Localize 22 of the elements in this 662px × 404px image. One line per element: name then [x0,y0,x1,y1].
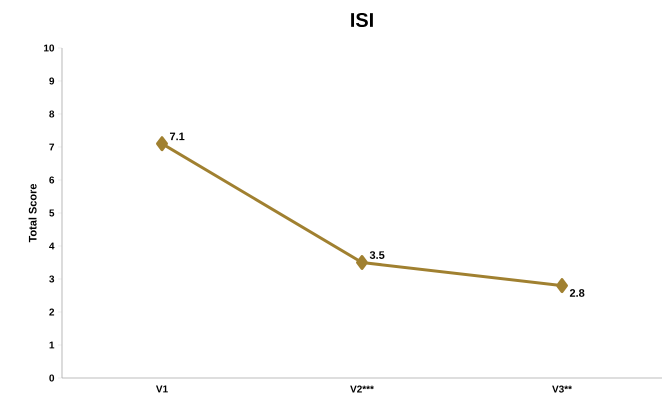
y-tick-label: 4 [49,242,54,250]
y-tick-label: 0 [49,374,54,382]
x-tick-label: V1 [156,386,168,392]
data-label: 2.8 [570,289,584,297]
point [356,255,368,270]
y-tick-label: 9 [49,77,54,85]
chart-title: ISI [351,12,373,28]
data-label: 7.1 [170,132,184,140]
y-tick-label: 10 [44,44,54,52]
y-tick-label: 5 [49,210,54,216]
y-tick-label: 2 [49,308,54,316]
y-tick-label: 6 [49,176,54,184]
y-axis-title: Total Score [28,184,37,242]
point [156,136,168,152]
y-tick-label: 7 [49,144,54,150]
data-label: 3.5 [370,251,384,259]
x-tick-label: V2*** [350,386,374,392]
y-tick-label: 8 [49,110,54,118]
y-tick-label: 3 [49,275,54,283]
y-tick-label: 1 [50,342,54,348]
x-tick-label: V3** [552,386,572,393]
point [556,278,568,294]
